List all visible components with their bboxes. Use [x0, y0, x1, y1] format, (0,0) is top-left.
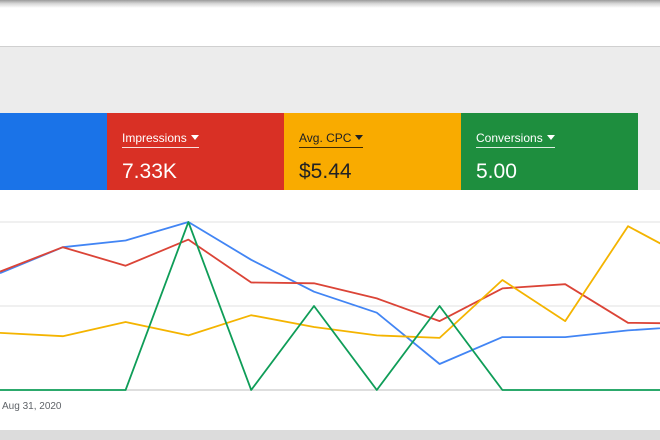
window-top-shadow: [0, 0, 660, 8]
metric-card-avg-cpc[interactable]: Avg. CPC $5.44: [284, 113, 461, 190]
avg-cpc-label: Avg. CPC: [299, 131, 352, 145]
metric-card-blue[interactable]: [0, 113, 107, 190]
performance-chart: Aug 31, 2020: [0, 190, 660, 430]
header-background: [0, 47, 660, 113]
conversions-label: Conversions: [476, 131, 543, 145]
dropdown-arrow-icon: [355, 135, 364, 140]
series-line-2: [0, 238, 660, 325]
conversions-metric-selector[interactable]: Conversions: [476, 131, 555, 148]
series-line-3: [0, 225, 660, 339]
metric-card-impressions[interactable]: Impressions 7.33K: [107, 113, 284, 190]
x-axis-tick-label: Aug 31, 2020: [2, 401, 62, 412]
series-line-4: [0, 221, 660, 391]
impressions-label: Impressions: [122, 131, 187, 145]
metric-card-conversions[interactable]: Conversions 5.00: [461, 113, 638, 190]
bottom-edge: [0, 430, 660, 440]
top-bar: [0, 8, 660, 47]
line-chart: [0, 221, 660, 391]
conversions-value: 5.00: [476, 160, 517, 183]
dropdown-arrow-icon: [190, 135, 199, 140]
series-line-1: [0, 221, 660, 365]
avg-cpc-value: $5.44: [299, 160, 352, 183]
impressions-metric-selector[interactable]: Impressions: [122, 131, 199, 148]
dropdown-arrow-icon: [546, 135, 555, 140]
avg-cpc-metric-selector[interactable]: Avg. CPC: [299, 131, 364, 148]
impressions-value: 7.33K: [122, 160, 177, 183]
